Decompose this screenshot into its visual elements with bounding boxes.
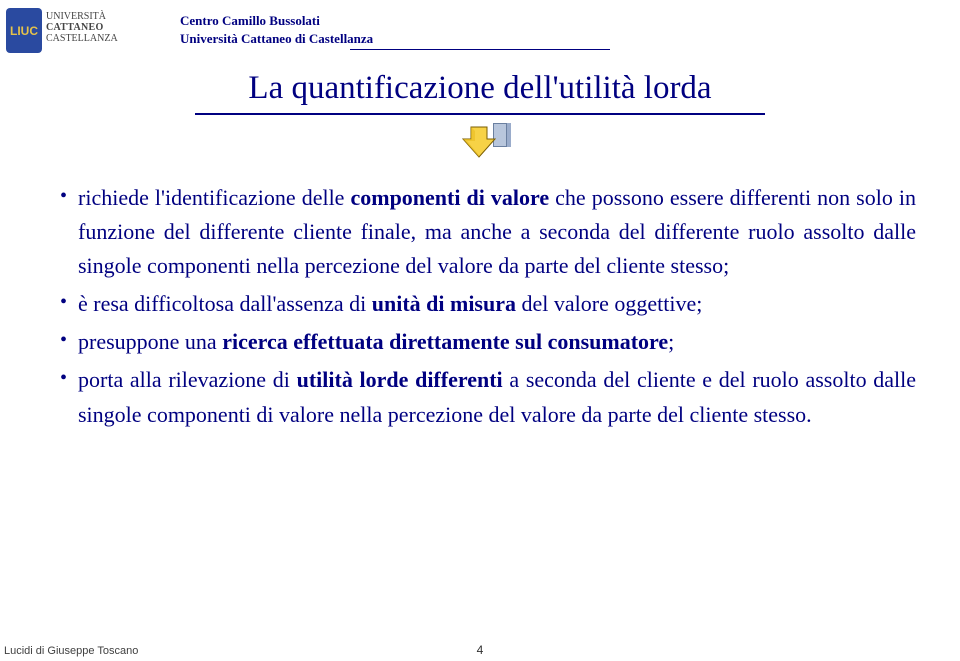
- logo-text: UNIVERSITÀ CATTANEO CASTELLANZA: [46, 11, 118, 44]
- bullet-text: richiede l'identificazione delle: [78, 185, 350, 210]
- bullet-bold: utilità lorde differenti: [297, 367, 503, 392]
- list-item: è resa difficoltosa dall'assenza di unit…: [60, 287, 916, 321]
- bullet-bold: ricerca effettuata direttamente sul cons…: [222, 329, 668, 354]
- bullet-text: porta alla rilevazione di: [78, 367, 297, 392]
- logo-line3: CASTELLANZA: [46, 33, 118, 44]
- footer-credit: Lucidi di Giuseppe Toscano: [4, 645, 138, 657]
- title-rule: [195, 113, 765, 115]
- content: richiede l'identificazione delle compone…: [60, 181, 916, 432]
- list-item: porta alla rilevazione di utilità lorde …: [60, 363, 916, 431]
- bullet-text: del valore oggettive;: [516, 291, 702, 316]
- bullet-bold: unità di misura: [372, 291, 516, 316]
- logo-line2: CATTANEO: [46, 22, 118, 33]
- arrow-down-icon: [459, 125, 499, 159]
- logo: LIUC UNIVERSITÀ CATTANEO CASTELLANZA: [6, 8, 116, 66]
- list-item: presuppone una ricerca effettuata dirett…: [60, 325, 916, 359]
- header-bar: LIUC UNIVERSITÀ CATTANEO CASTELLANZA Cen…: [0, 0, 960, 66]
- bullet-text: è resa difficoltosa dall'assenza di: [78, 291, 372, 316]
- logo-mark: LIUC: [6, 8, 42, 53]
- header-line2: Università Cattaneo di Castellanza: [180, 30, 610, 48]
- bullet-text: presuppone una: [78, 329, 222, 354]
- bullet-bold: componenti di valore: [350, 185, 549, 210]
- logo-line1: UNIVERSITÀ: [46, 11, 118, 22]
- header-rule: [350, 49, 610, 50]
- header-line1: Centro Camillo Bussolati: [180, 12, 610, 30]
- page-number: 4: [477, 643, 484, 657]
- title-wrap: La quantificazione dell'utilità lorda: [0, 70, 960, 159]
- page-title: La quantificazione dell'utilità lorda: [0, 70, 960, 107]
- header-meta: Centro Camillo Bussolati Università Catt…: [126, 12, 610, 50]
- bullet-list: richiede l'identificazione delle compone…: [60, 181, 916, 432]
- bullet-text: ;: [668, 329, 674, 354]
- arrow-decoration: [457, 125, 503, 159]
- list-item: richiede l'identificazione delle compone…: [60, 181, 916, 283]
